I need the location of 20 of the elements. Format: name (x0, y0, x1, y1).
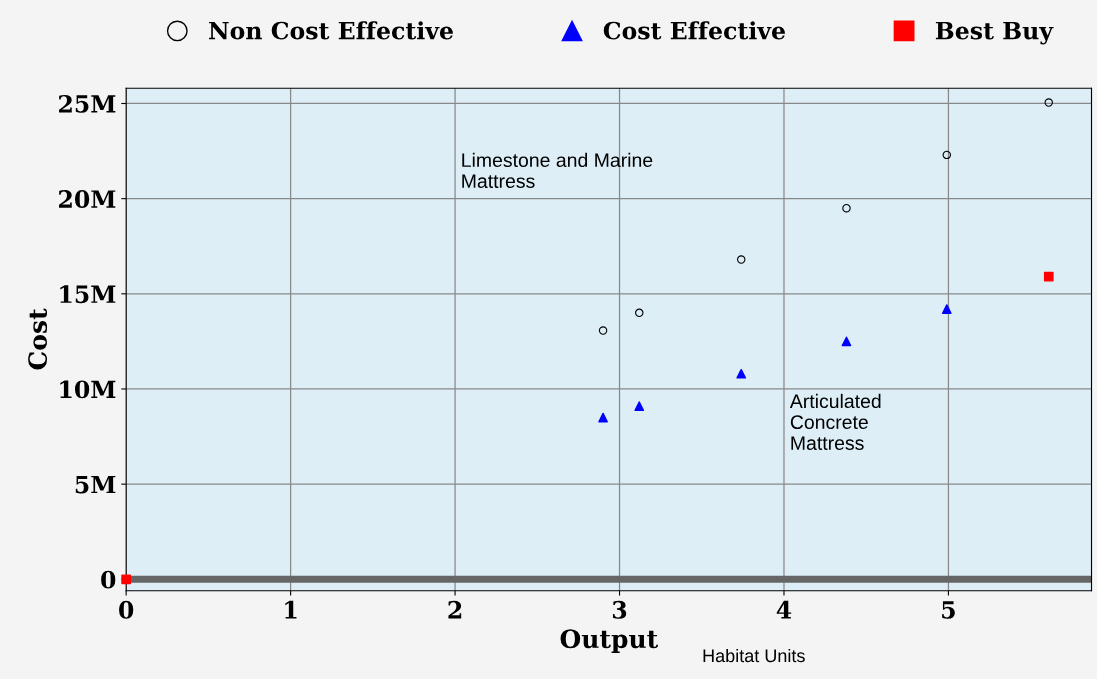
x-tick-label: 0 (119, 600, 134, 619)
x-tick-label: 2 (448, 600, 462, 619)
y-tick-label: 25M (59, 94, 116, 113)
y-tick-label: 20M (59, 190, 116, 208)
legend-label: Non Cost Effective (209, 21, 453, 40)
text: Habitat Units (703, 648, 805, 663)
annotation: Limestone and Marine Mattress (462, 152, 653, 188)
annotation: Articulated Concrete Mattress (789, 393, 881, 450)
x-tick-label: 4 (776, 600, 792, 619)
y-tick-label: 5M (75, 475, 116, 494)
x-tick-label: 3 (612, 600, 627, 619)
y-tick-label: 0 (101, 570, 116, 589)
y-axis-title: Cost (28, 308, 48, 370)
y-tick-label: 10M (60, 380, 116, 399)
legend-label: Best Buy (935, 21, 1054, 45)
x-tick-label: 1 (285, 600, 297, 619)
y-tick-label: 15M (60, 285, 116, 304)
legend-label: Cost Effective (603, 21, 785, 40)
x-axis-title: Output (560, 629, 659, 654)
x-tick-label: 5 (942, 601, 955, 619)
